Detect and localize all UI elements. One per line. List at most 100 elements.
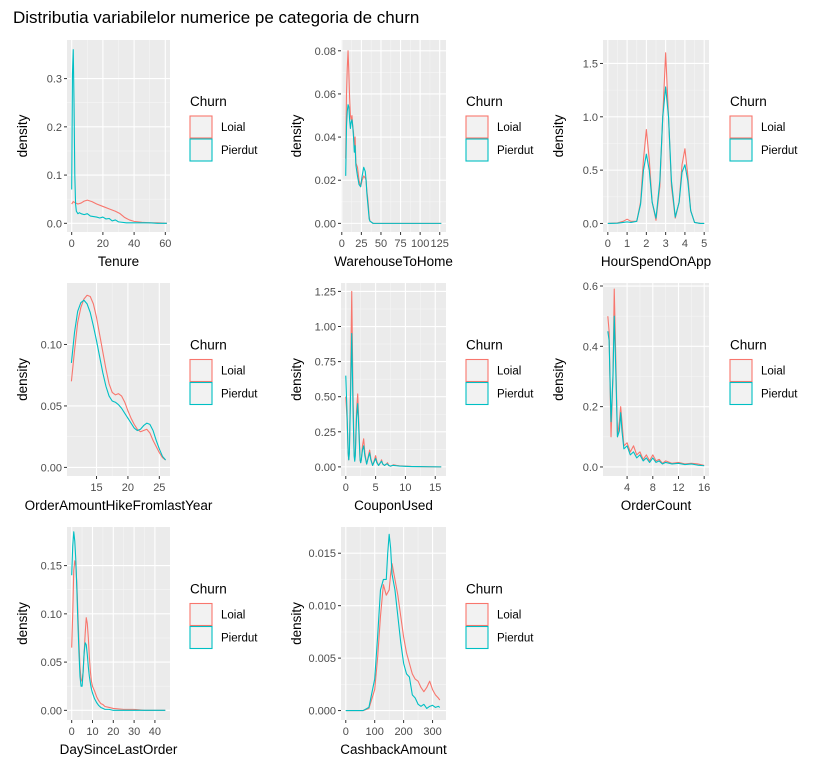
legend-key-pierdut bbox=[729, 138, 753, 162]
legend: Churn Loial Pierdut bbox=[189, 94, 258, 162]
legend-key-pierdut bbox=[729, 381, 753, 406]
panels-grid: 0 20 40 600.00.10.20.3TenuredensityChurnLoi… bbox=[15, 40, 798, 757]
density-panel-4: 15 20 25 0.00 0.05 0.10 OrderAmountHikeFromlas… bbox=[15, 283, 258, 513]
legend: Churn Loial Pierdut bbox=[189, 338, 258, 406]
density-line-pierdut bbox=[607, 86, 705, 225]
y-tick-label: 0.0 bbox=[583, 462, 598, 474]
legend-label-loial: Loial bbox=[761, 366, 785, 378]
legend-title: Churn bbox=[466, 338, 503, 353]
y-axis-label: density bbox=[15, 358, 30, 401]
x-tick-label: 20 bbox=[122, 482, 134, 494]
x-tick-label: 3 bbox=[663, 238, 669, 250]
legend-title: Churn bbox=[466, 582, 503, 597]
panel-background bbox=[341, 527, 446, 720]
y-axis-label: density bbox=[15, 602, 30, 645]
legend: Churn Loial Pierdut bbox=[729, 338, 798, 406]
x-tick-label: 0 bbox=[605, 238, 611, 250]
x-tick-label: 16 bbox=[698, 482, 710, 494]
legend-key-pierdut bbox=[465, 138, 489, 162]
legend-key-loial bbox=[189, 358, 213, 383]
y-tick-label: 0.04 bbox=[315, 132, 336, 144]
x-axis-label: DaySinceLastOrder bbox=[60, 742, 178, 757]
x-tick-label: 12 bbox=[672, 482, 684, 494]
legend-key-loial bbox=[729, 115, 753, 139]
y-tick-label: 0.015 bbox=[308, 548, 336, 560]
x-tick-label: 10 bbox=[86, 726, 98, 738]
density-panel-1: 0 20 40 60 0.0 0.1 0.2 0.3 Tenure density Churn Loi… bbox=[15, 40, 258, 269]
density-line-pierdut bbox=[345, 104, 442, 224]
y-tick-label: 0.4 bbox=[583, 341, 598, 353]
density-panel-5: 0 5 10 15 0.00 0.25 0.50 0.75 1.00 1.25 CouponUsed… bbox=[289, 283, 534, 513]
legend: Churn Loial Pierdut bbox=[189, 582, 258, 650]
x-tick-label: 5 bbox=[373, 482, 379, 494]
density-line-pierdut bbox=[607, 315, 705, 467]
legend-label-loial: Loial bbox=[221, 122, 245, 134]
y-tick-label: 0.0 bbox=[47, 218, 62, 230]
legend-key-loial bbox=[465, 358, 489, 383]
legend-key-pierdut bbox=[189, 625, 213, 650]
y-axis-label: density bbox=[289, 602, 304, 645]
y-axis-label: density bbox=[15, 114, 30, 157]
density-line-pierdut bbox=[71, 531, 166, 711]
y-tick-label: 0.06 bbox=[315, 89, 336, 101]
x-tick-label: 75 bbox=[394, 238, 406, 250]
x-tick-label: 0 bbox=[69, 238, 75, 250]
density-line-pierdut bbox=[71, 49, 167, 224]
x-axis-label: WarehouseToHome bbox=[334, 254, 453, 269]
y-tick-label: 1.5 bbox=[583, 58, 598, 70]
legend-key-pierdut bbox=[189, 138, 213, 162]
y-tick-label: 0.00 bbox=[41, 462, 62, 474]
y-tick-label: 0.25 bbox=[315, 427, 336, 439]
legend-key-loial bbox=[189, 602, 213, 627]
y-tick-label: 0.5 bbox=[583, 165, 598, 177]
legend-title: Churn bbox=[190, 582, 227, 597]
figure-title: Distributia variabilelor numerice pe cat… bbox=[13, 8, 419, 27]
legend-label-pierdut: Pierdut bbox=[497, 633, 534, 645]
legend: Churn Loial Pierdut bbox=[465, 94, 534, 162]
legend: Churn Loial Pierdut bbox=[729, 94, 798, 162]
x-tick-label: 20 bbox=[107, 726, 119, 738]
y-tick-label: 0.1 bbox=[47, 170, 62, 182]
legend-label-loial: Loial bbox=[221, 366, 245, 378]
x-tick-label: 4 bbox=[682, 238, 688, 250]
density-panel-6: 4 8 12 16 0.0 0.2 0.4 0.6 OrderCount density Churn… bbox=[551, 281, 798, 513]
legend-label-pierdut: Pierdut bbox=[497, 145, 534, 157]
density-panel-7: 0 10 20 30 40 0.00 0.05 0.10 0.15 DaySinceLastOrd… bbox=[15, 527, 258, 757]
y-tick-label: 0.08 bbox=[315, 46, 336, 58]
y-tick-label: 1.25 bbox=[315, 286, 336, 298]
x-tick-label: 100 bbox=[411, 238, 429, 250]
legend-title: Churn bbox=[730, 338, 767, 353]
x-tick-label: 15 bbox=[429, 482, 441, 494]
legend-label-pierdut: Pierdut bbox=[497, 389, 534, 401]
legend-title: Churn bbox=[190, 338, 227, 353]
x-tick-label: 20 bbox=[97, 238, 109, 250]
y-tick-label: 0.005 bbox=[308, 653, 336, 665]
x-axis-label: Tenure bbox=[98, 254, 139, 269]
legend-label-pierdut: Pierdut bbox=[221, 145, 258, 157]
panel-background bbox=[341, 283, 446, 476]
x-tick-label: 40 bbox=[128, 238, 140, 250]
y-tick-label: 1.0 bbox=[583, 112, 598, 124]
x-tick-label: 125 bbox=[431, 238, 449, 250]
x-tick-label: 15 bbox=[90, 482, 102, 494]
y-tick-label: 0.3 bbox=[47, 74, 62, 86]
y-tick-label: 0.0 bbox=[583, 218, 598, 230]
density-line-pierdut bbox=[345, 332, 442, 468]
x-tick-label: 30 bbox=[128, 726, 140, 738]
y-tick-label: 0.15 bbox=[41, 561, 62, 573]
legend-key-loial bbox=[465, 115, 489, 139]
x-tick-label: 200 bbox=[394, 726, 412, 738]
x-tick-label: 10 bbox=[399, 482, 411, 494]
density-line-loial bbox=[71, 199, 167, 224]
density-panel-3: 0 1 2 3 4 5 0.0 0.5 1.0 1.5 HourSpendOnApp density C… bbox=[551, 40, 798, 269]
legend-key-pierdut bbox=[189, 381, 213, 406]
y-tick-label: 0.10 bbox=[41, 609, 62, 621]
y-tick-label: 0.00 bbox=[41, 705, 62, 717]
panel-background bbox=[341, 40, 446, 232]
legend-key-pierdut bbox=[465, 381, 489, 406]
legend-label-pierdut: Pierdut bbox=[761, 389, 798, 401]
x-axis-label: OrderCount bbox=[621, 498, 692, 513]
x-tick-label: 25 bbox=[355, 238, 367, 250]
x-axis-label: HourSpendOnApp bbox=[601, 254, 711, 269]
